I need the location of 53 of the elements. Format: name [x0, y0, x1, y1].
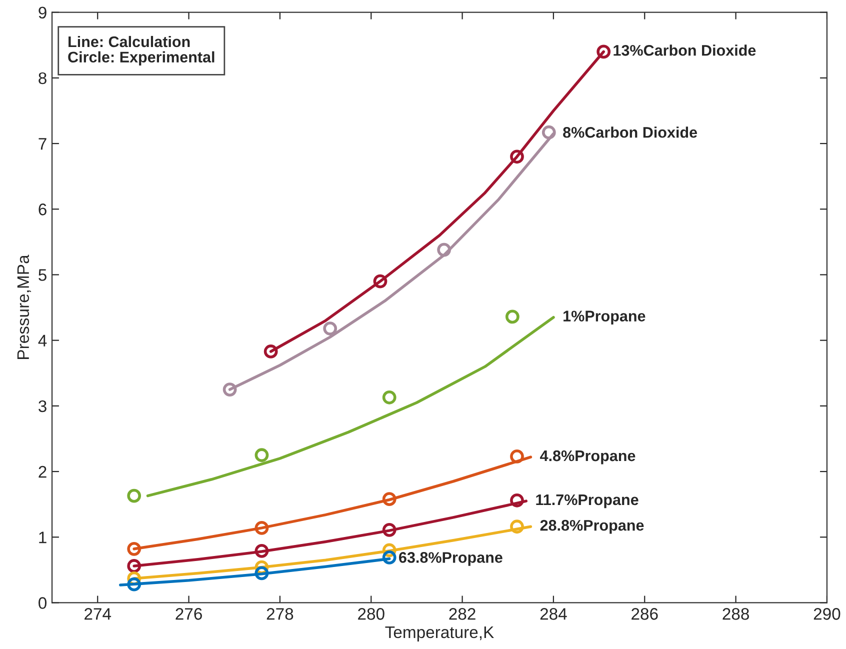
point	[382, 390, 396, 404]
y-tick-label: 6	[38, 204, 46, 216]
y-tick-label: 5	[38, 269, 46, 281]
y-axis-title: Pressure,MPa	[17, 254, 32, 359]
annotation: Line: Calculation Circle: Experimental	[68, 36, 214, 66]
point	[323, 322, 338, 336]
y-tick-label: 8	[38, 72, 46, 84]
series-label: 1%Propane	[564, 310, 646, 324]
y-tick-label: 1	[39, 532, 46, 544]
point	[127, 577, 142, 592]
series-label: 13%Carbon Dioxide	[614, 44, 756, 56]
point	[437, 242, 451, 257]
series-label: 8%Carbon Dioxide	[563, 126, 698, 138]
point	[222, 382, 237, 396]
y-tick-label: 9	[38, 6, 46, 19]
point	[373, 274, 388, 288]
y-tick-label: 4	[38, 334, 47, 346]
point	[510, 449, 524, 464]
point	[510, 150, 524, 164]
x-tick-label: 288	[722, 608, 749, 620]
point	[382, 522, 396, 537]
x-tick-label: 286	[632, 608, 658, 620]
series-label: 28.8%Propane	[540, 520, 644, 534]
x-tick-label: 278	[266, 608, 294, 620]
point	[542, 125, 556, 140]
series-label: 63.8%Propane	[399, 552, 502, 566]
series-label: 4.8%Propane	[540, 450, 636, 464]
y-tick-label: 0	[38, 597, 47, 609]
point	[382, 492, 396, 506]
point	[254, 520, 269, 535]
x-tick-label: 280	[358, 608, 384, 620]
x-tick-label: 284	[540, 608, 567, 620]
point	[127, 559, 142, 573]
point	[382, 550, 396, 564]
y-tick-label: 3	[38, 400, 46, 412]
x-tick-label: 282	[449, 608, 476, 620]
x-axis-title: Temperature,K	[385, 626, 494, 642]
point	[127, 542, 142, 556]
x-tick-label: 290	[814, 608, 840, 620]
point	[596, 44, 611, 59]
point	[254, 544, 269, 558]
y-tick-label: 2	[38, 466, 46, 478]
point	[510, 493, 524, 508]
y-tick-label: 7	[38, 138, 46, 150]
point	[254, 566, 269, 580]
x-tick-label: 276	[176, 608, 202, 620]
point	[510, 520, 524, 534]
series-label: 11.7%Propane	[536, 494, 638, 508]
x-tick-label: 274	[84, 608, 112, 620]
point	[254, 448, 269, 462]
point	[127, 488, 142, 503]
point	[505, 310, 520, 324]
point	[264, 344, 278, 358]
